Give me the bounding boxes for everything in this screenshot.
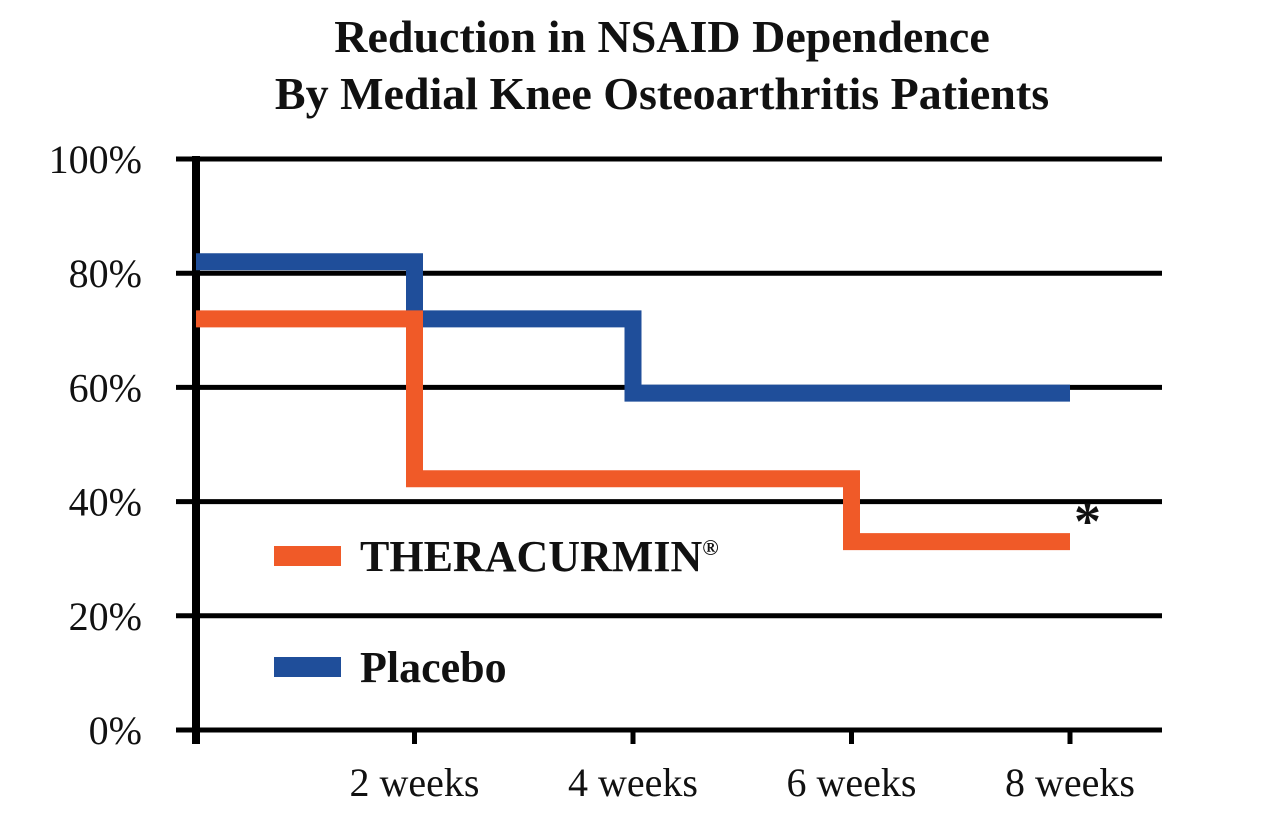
y-tick-label: 40% bbox=[69, 480, 142, 525]
chart-title-line-1: Reduction in NSAID Dependence bbox=[334, 11, 990, 62]
series-lines bbox=[196, 253, 1070, 551]
annotations: * bbox=[1074, 492, 1101, 552]
x-tick-label: 4 weeks bbox=[568, 760, 698, 805]
y-axis-ticks: 0% 20% 40% 60% 80% 100% bbox=[49, 137, 142, 753]
legend-swatch-placebo bbox=[274, 657, 341, 677]
legend: THERACURMIN® Placebo bbox=[274, 532, 719, 692]
x-axis-ticks: 2 weeks 4 weeks 6 weeks 8 weeks bbox=[193, 730, 1135, 805]
x-tick-label: 6 weeks bbox=[787, 760, 917, 805]
legend-label-placebo: Placebo bbox=[360, 643, 507, 692]
y-tick-label: 60% bbox=[69, 365, 142, 410]
legend-swatch-theracurmin bbox=[274, 546, 341, 566]
series-line-placebo bbox=[196, 253, 1070, 402]
y-tick-label: 100% bbox=[49, 137, 142, 182]
x-tick-label: 8 weeks bbox=[1005, 760, 1135, 805]
y-tick-label: 80% bbox=[69, 251, 142, 296]
legend-label-theracurmin: THERACURMIN® bbox=[360, 532, 719, 581]
gridlines bbox=[176, 156, 1162, 733]
chart-title-line-2: By Medial Knee Osteoarthritis Patients bbox=[275, 68, 1049, 119]
series-line-theracurmin bbox=[196, 310, 1070, 551]
y-tick-label: 20% bbox=[69, 594, 142, 639]
y-tick-label: 0% bbox=[89, 708, 142, 753]
x-tick-label: 2 weeks bbox=[350, 760, 480, 805]
significance-annotation: * bbox=[1074, 492, 1101, 552]
